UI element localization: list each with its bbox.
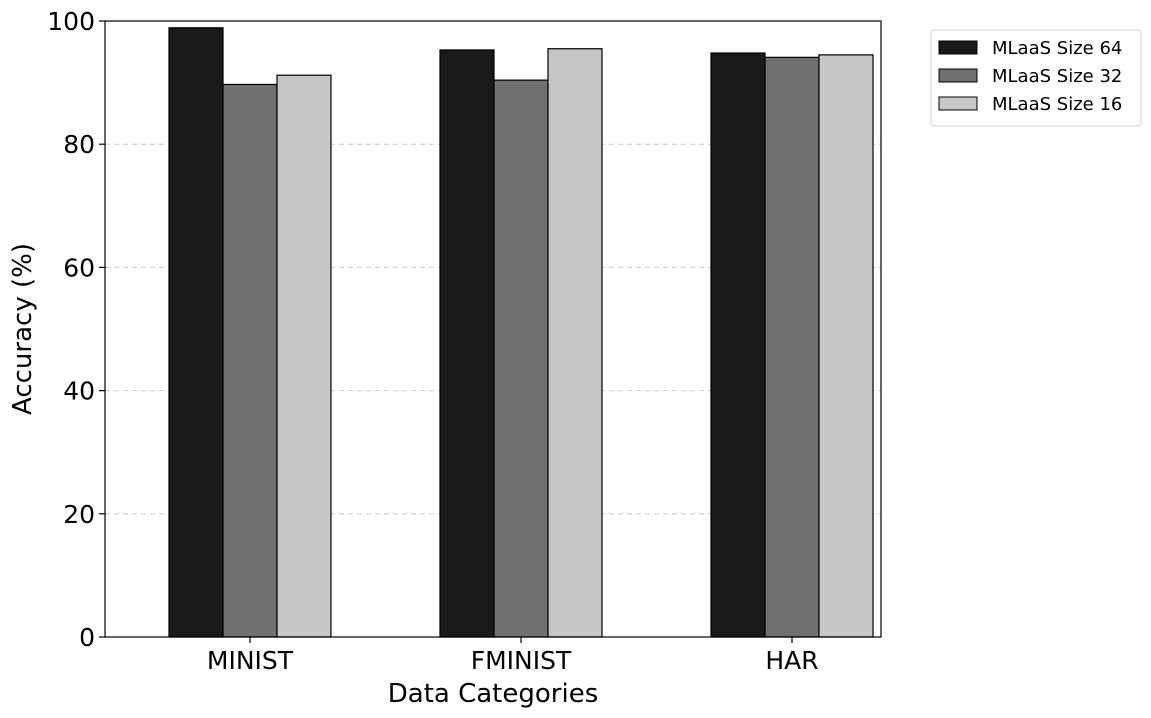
- bars-layer: [168, 27, 874, 638]
- bar-har-series-2: [764, 56, 820, 638]
- bar-minist-series-2: [222, 83, 278, 638]
- y-tick-label: 40: [63, 377, 95, 406]
- legend-label: MLaaS Size 16: [992, 94, 1122, 115]
- x-tick-label: MINIST: [207, 646, 294, 675]
- bar-har-series-3: [818, 54, 874, 638]
- legend-swatch: [938, 68, 978, 83]
- y-axis-title: Accuracy (%): [8, 243, 38, 415]
- plot-area-frame: [104, 20, 882, 638]
- y-tick-label: 0: [79, 623, 95, 652]
- legend-swatch: [938, 96, 978, 111]
- x-axis-title: Data Categories: [388, 679, 599, 709]
- legend-label: MLaaS Size 32: [992, 66, 1122, 87]
- y-axis: 0 20 40 60 80 100: [47, 7, 105, 652]
- bar-fminist-series-1: [439, 49, 495, 638]
- legend-box: [930, 29, 1142, 127]
- y-tick-label: 20: [63, 500, 95, 529]
- bar-har-series-1: [710, 52, 766, 638]
- x-tick-label: HAR: [765, 646, 818, 675]
- x-axis: MINIST FMINIST HAR: [207, 637, 819, 675]
- bar-minist-series-3: [276, 74, 332, 638]
- legend-label: MLaaS Size 64: [992, 38, 1122, 59]
- legend-swatch: [938, 40, 978, 55]
- y-tick-label: 60: [63, 253, 95, 282]
- bar-fminist-series-2: [493, 79, 549, 638]
- x-tick-label: FMINIST: [471, 646, 572, 675]
- bar-fminist-series-3: [547, 48, 603, 638]
- bar-minist-series-1: [168, 27, 224, 638]
- y-tick-label: 100: [47, 7, 95, 36]
- legend: MLaaS Size 64 MLaaS Size 32 MLaaS Size 16: [930, 29, 1142, 127]
- y-tick-label: 80: [63, 130, 95, 159]
